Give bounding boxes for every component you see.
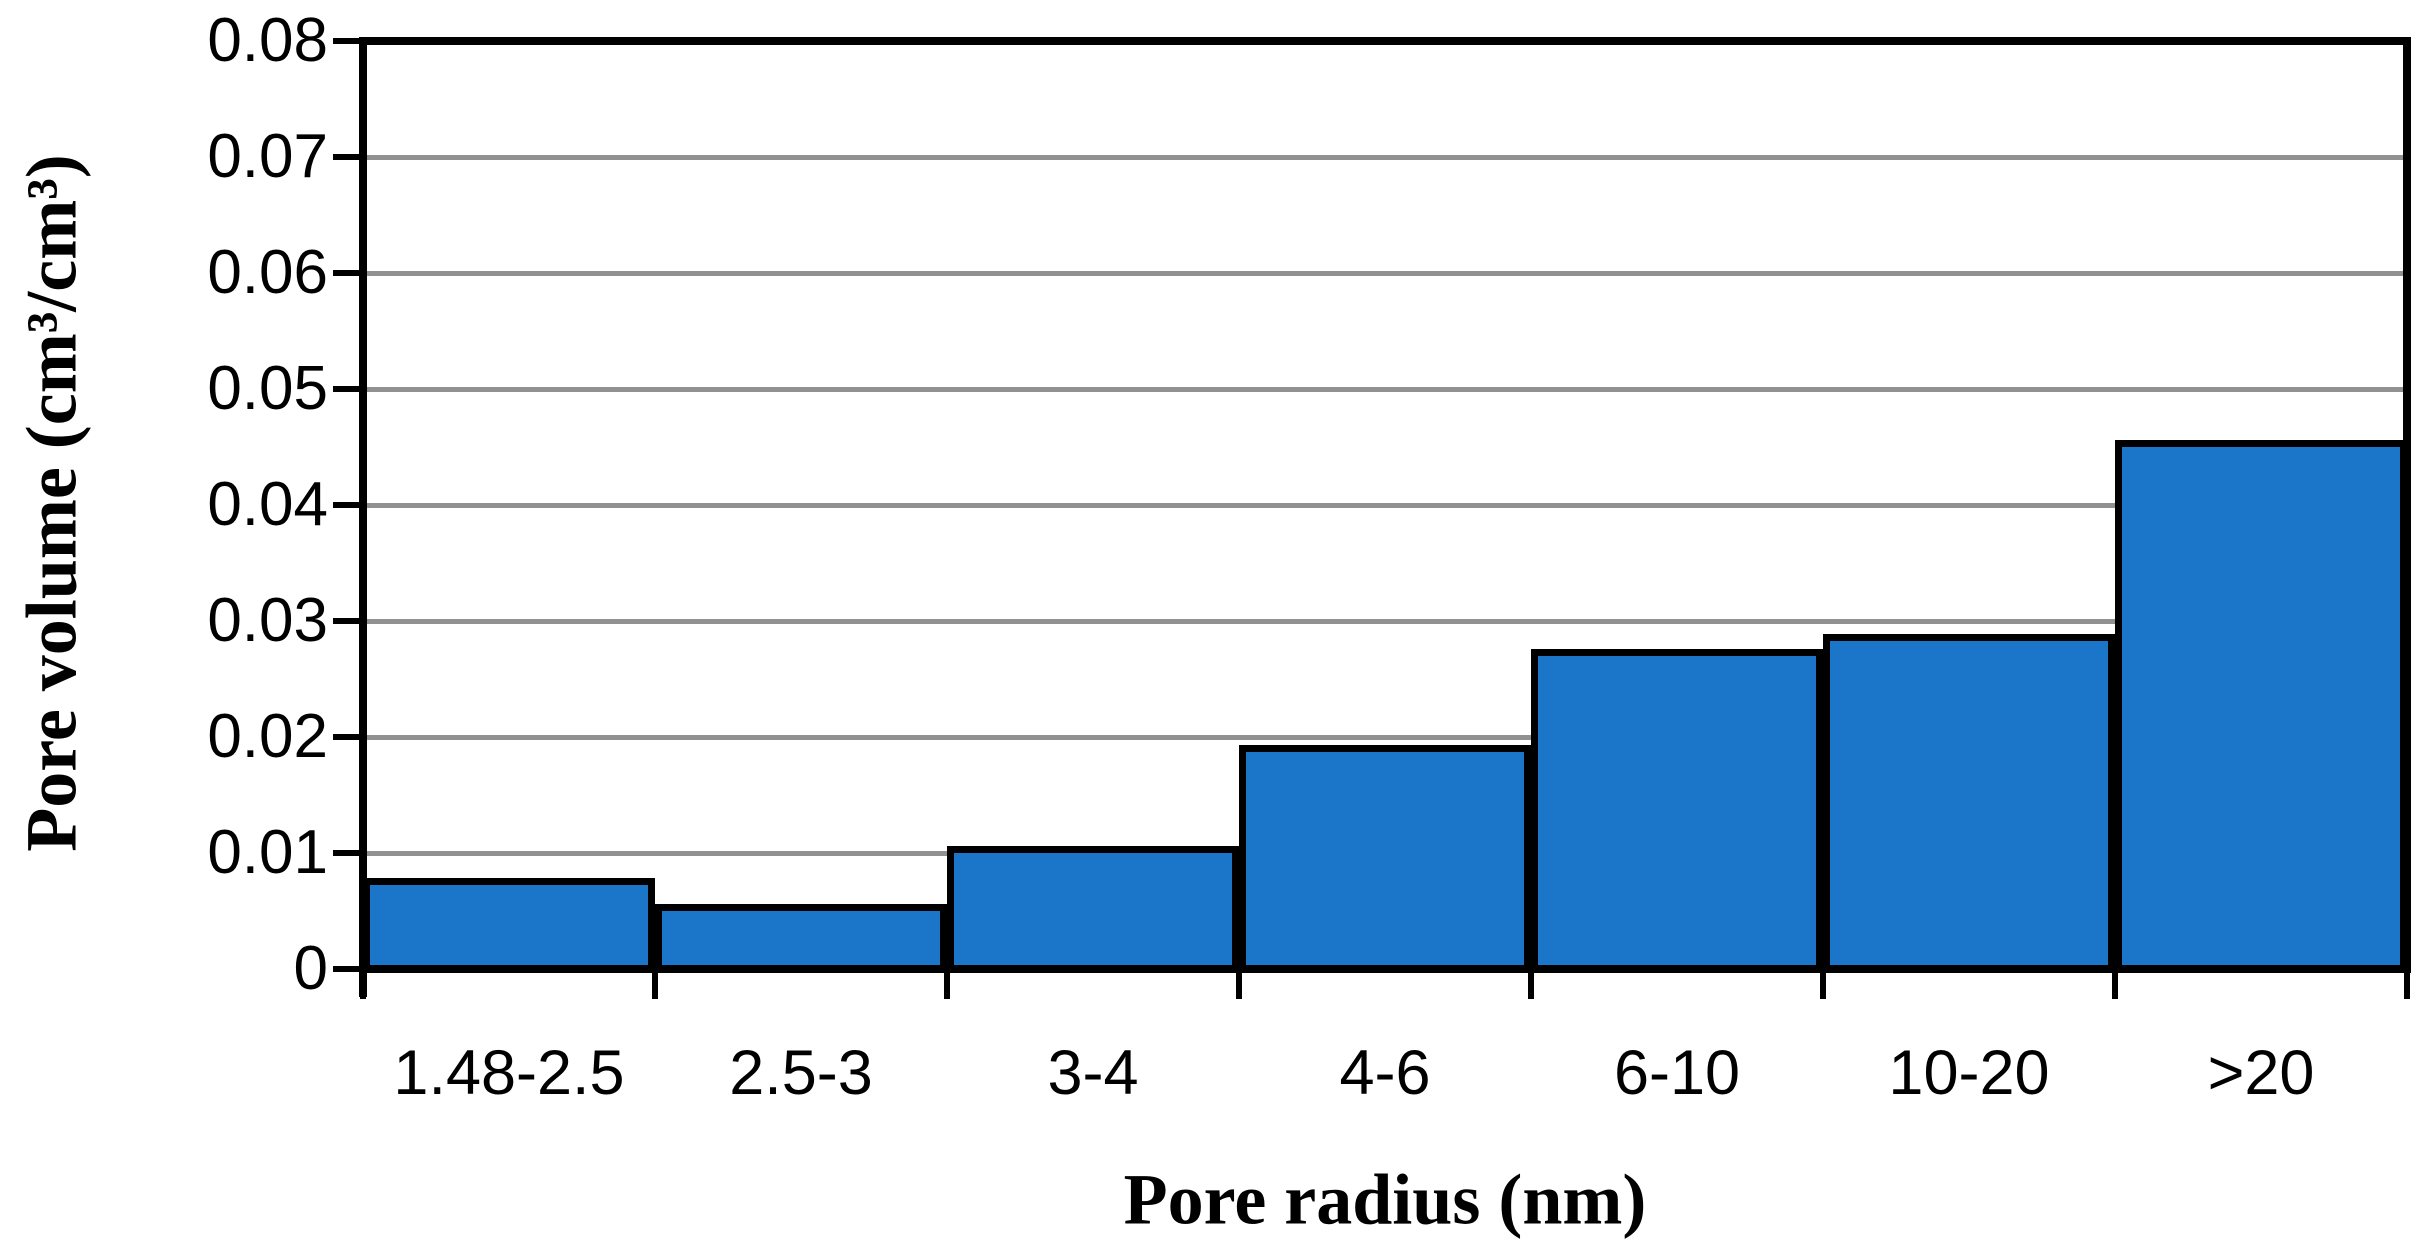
- y-tick: [333, 386, 359, 392]
- x-tick: [1236, 973, 1242, 999]
- gridline: [363, 502, 2407, 508]
- gridline: [363, 154, 2407, 160]
- gridline: [363, 618, 2407, 624]
- x-tick-label: 6-10: [1613, 1038, 1741, 1108]
- gridline: [363, 270, 2407, 276]
- x-tick-label: 10-20: [1888, 1038, 2050, 1108]
- y-tick: [333, 270, 359, 276]
- x-tick: [944, 973, 950, 999]
- x-tick: [2404, 973, 2410, 999]
- gridline: [363, 734, 2407, 740]
- y-axis-line: [359, 37, 367, 997]
- bar: [1531, 649, 1823, 973]
- x-tick-label: 4-6: [1339, 1038, 1431, 1108]
- gridline: [363, 386, 2407, 392]
- x-tick-label: >20: [2207, 1038, 2315, 1108]
- y-tick: [333, 966, 359, 972]
- y-tick-label: 0.03: [207, 586, 328, 655]
- x-tick: [2112, 973, 2118, 999]
- bar: [1239, 744, 1531, 973]
- y-tick-label: 0.06: [207, 238, 328, 307]
- bar: [947, 845, 1239, 973]
- x-tick: [1528, 973, 1534, 999]
- y-tick-label: 0.04: [207, 470, 328, 539]
- y-tick: [333, 618, 359, 624]
- bar: [655, 903, 947, 973]
- bar: [2115, 439, 2407, 973]
- y-tick-label: 0.01: [207, 818, 328, 887]
- y-tick: [333, 850, 359, 856]
- plot-top-border: [359, 37, 2411, 45]
- y-tick-label: 0: [293, 934, 328, 1003]
- y-tick: [333, 502, 359, 508]
- y-tick-label: 0.05: [207, 354, 328, 423]
- y-tick: [333, 38, 359, 44]
- x-tick: [1820, 973, 1826, 999]
- x-tick: [360, 973, 366, 999]
- plot-right-border: [2403, 37, 2411, 973]
- y-tick-label: 0.08: [207, 6, 328, 75]
- x-tick-label: 2.5-3: [729, 1038, 873, 1108]
- bar: [1823, 634, 2115, 973]
- x-tick: [652, 973, 658, 999]
- x-axis-line: [359, 965, 2411, 973]
- y-tick-label: 0.02: [207, 702, 328, 771]
- x-axis-title: Pore radius (nm): [1123, 1159, 1647, 1240]
- x-tick-label: 1.48-2.5: [393, 1038, 625, 1108]
- x-tick-label: 3-4: [1047, 1038, 1139, 1108]
- y-tick: [333, 154, 359, 160]
- y-tick-label: 0.07: [207, 122, 328, 191]
- y-tick: [333, 734, 359, 740]
- bar: [363, 878, 655, 973]
